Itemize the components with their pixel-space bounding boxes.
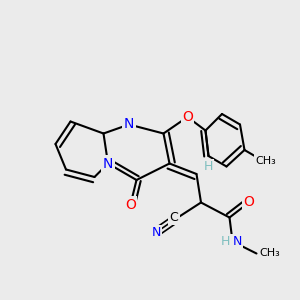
Text: N: N (232, 235, 242, 248)
Text: CH₃: CH₃ (255, 155, 276, 166)
Text: CH₃: CH₃ (260, 248, 280, 259)
Text: C: C (169, 211, 178, 224)
Text: H: H (204, 160, 213, 173)
Text: N: N (151, 226, 161, 239)
Text: O: O (125, 198, 136, 212)
Text: N: N (124, 118, 134, 131)
Text: H: H (220, 235, 230, 248)
Text: N: N (103, 157, 113, 170)
Text: O: O (244, 196, 254, 209)
Text: O: O (182, 110, 193, 124)
